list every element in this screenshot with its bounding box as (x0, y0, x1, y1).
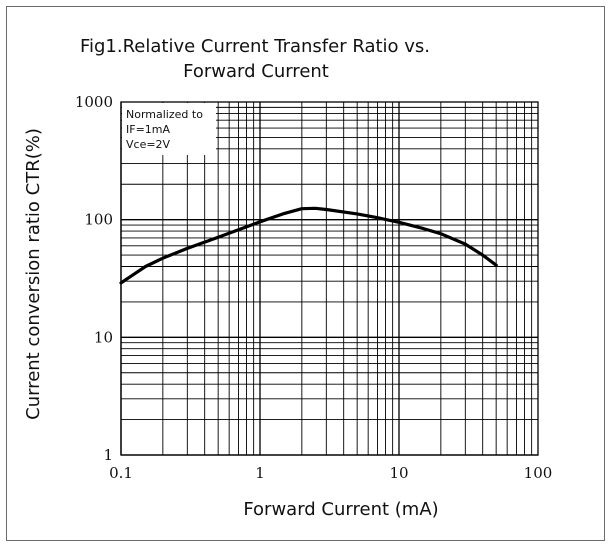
condition-note-box (122, 103, 216, 155)
x-axis-label: Forward Current (mA) (243, 499, 438, 520)
chart-title-line-1: Fig1.Relative Current Transfer Ratio vs. (80, 36, 430, 57)
y-tick-label: 1000 (75, 93, 113, 111)
ctr-chart: Fig1.Relative Current Transfer Ratio vs.… (23, 36, 552, 520)
y-tick-label: 1 (103, 446, 113, 464)
x-tick-label: 10 (389, 464, 408, 482)
condition-note: Normalized to IF=1mA Vce=2V (122, 103, 216, 155)
series-group (119, 206, 498, 285)
y-tick-label: 10 (94, 328, 113, 346)
plot-area (120, 101, 539, 456)
plot-border (120, 101, 539, 456)
condition-note-line-1: Normalized to (126, 108, 203, 121)
x-tick-label: 0.1 (109, 464, 133, 482)
x-tick-labels: 0.1 1 10 100 (109, 464, 552, 482)
y-axis-label: Current conversion ratio CTR(%) (23, 128, 44, 420)
chart-title: Fig1.Relative Current Transfer Ratio vs.… (80, 36, 430, 82)
ctr-curve (119, 206, 498, 285)
grid (120, 102, 538, 456)
x-tick-label: 1 (255, 464, 265, 482)
figure-frame: Fig1.Relative Current Transfer Ratio vs.… (6, 6, 605, 541)
condition-note-line-3: Vce=2V (126, 138, 171, 151)
condition-note-line-2: IF=1mA (126, 123, 171, 136)
x-tick-label: 100 (524, 464, 553, 482)
chart-title-line-2: Forward Current (183, 61, 329, 82)
y-tick-label: 100 (84, 211, 113, 229)
y-tick-labels: 1 10 100 1000 (75, 93, 113, 464)
